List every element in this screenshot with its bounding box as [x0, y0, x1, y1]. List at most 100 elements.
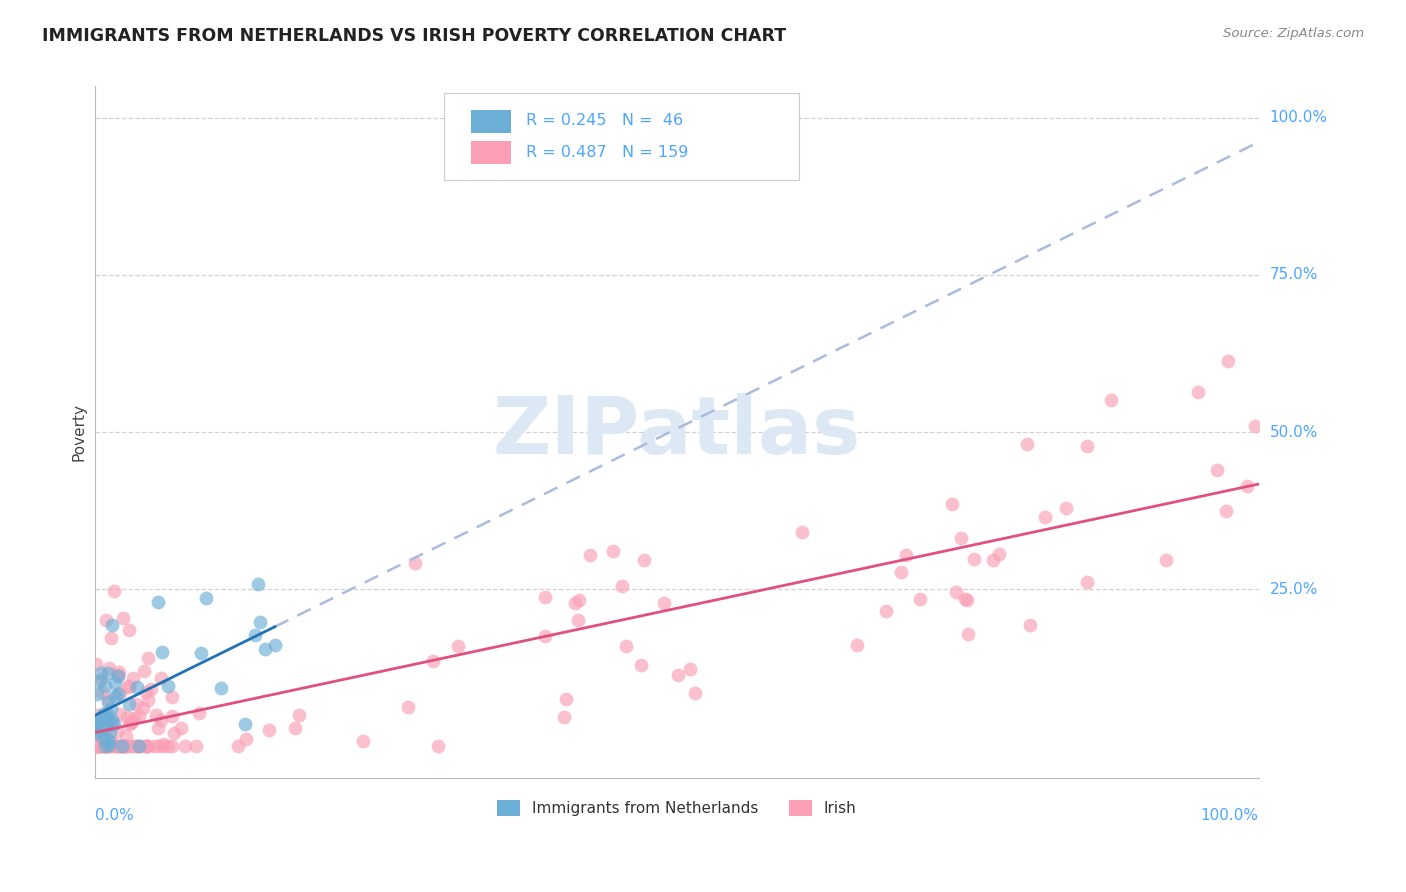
Point	[87, 739, 110, 754]
Point	[129, 739, 152, 754]
Point	[107, 669, 129, 683]
Point	[1017, 437, 1039, 451]
Point	[112, 739, 135, 754]
Point	[87, 739, 110, 754]
Point	[94, 613, 117, 627]
Point	[118, 623, 141, 637]
Point	[94, 739, 117, 754]
Text: IMMIGRANTS FROM NETHERLANDS VS IRISH POVERTY CORRELATION CHART: IMMIGRANTS FROM NETHERLANDS VS IRISH POV…	[42, 27, 786, 45]
Point	[128, 739, 150, 754]
Point	[114, 739, 136, 754]
Point	[96, 739, 118, 754]
Point	[988, 547, 1011, 561]
Point	[94, 739, 117, 754]
Point	[84, 732, 107, 747]
Point	[578, 548, 600, 562]
Point	[652, 597, 675, 611]
Point	[188, 706, 211, 720]
Text: ZIPatlas: ZIPatlas	[492, 393, 860, 471]
Point	[107, 723, 129, 738]
FancyBboxPatch shape	[444, 94, 799, 179]
Point	[93, 679, 115, 693]
Point	[132, 700, 155, 714]
Point	[955, 591, 977, 606]
Point	[86, 707, 108, 722]
Point	[235, 731, 257, 746]
Point	[97, 734, 120, 748]
Text: 100.0%: 100.0%	[1270, 111, 1327, 125]
Point	[94, 730, 117, 744]
Point	[950, 531, 973, 545]
Point	[1244, 419, 1267, 434]
Point	[103, 716, 125, 731]
Point	[233, 716, 256, 731]
Point	[94, 739, 117, 754]
Point	[908, 591, 931, 606]
Point	[94, 711, 117, 725]
Point	[101, 713, 124, 727]
Point	[148, 739, 170, 754]
Point	[145, 708, 167, 723]
Point	[284, 721, 307, 735]
Point	[101, 736, 124, 750]
Point	[108, 686, 131, 700]
Point	[89, 674, 111, 689]
Point	[125, 739, 148, 754]
Point	[567, 613, 589, 627]
Point	[612, 579, 634, 593]
Point	[96, 706, 118, 721]
Point	[98, 661, 121, 675]
Point	[121, 739, 143, 754]
Point	[259, 723, 281, 738]
Point	[84, 739, 107, 754]
Point	[152, 737, 174, 751]
Point	[97, 739, 120, 754]
Point	[405, 556, 427, 570]
Point	[86, 739, 108, 754]
Point	[101, 716, 124, 731]
Point	[91, 723, 114, 737]
Point	[98, 738, 121, 752]
FancyBboxPatch shape	[471, 110, 512, 133]
Point	[422, 654, 444, 668]
Point	[633, 553, 655, 567]
Point	[96, 721, 118, 735]
Point	[135, 739, 157, 754]
Point	[100, 631, 122, 645]
Point	[941, 497, 963, 511]
Point	[160, 708, 183, 723]
Point	[156, 679, 179, 693]
Point	[1019, 618, 1042, 632]
Point	[447, 640, 470, 654]
Point	[169, 722, 191, 736]
Point	[630, 658, 652, 673]
Point	[152, 739, 174, 754]
Point	[614, 640, 637, 654]
Point	[103, 689, 125, 703]
Point	[157, 739, 180, 754]
Point	[160, 739, 183, 754]
Point	[112, 611, 135, 625]
Text: 0.0%: 0.0%	[94, 808, 134, 823]
Text: 25.0%: 25.0%	[1270, 582, 1317, 597]
Point	[93, 739, 115, 754]
Point	[86, 724, 108, 739]
Point	[845, 639, 868, 653]
Point	[115, 729, 138, 743]
Point	[107, 668, 129, 682]
Point	[96, 693, 118, 707]
Text: 50.0%: 50.0%	[1270, 425, 1317, 440]
Point	[1218, 354, 1240, 368]
Y-axis label: Poverty: Poverty	[72, 403, 86, 461]
Point	[148, 721, 170, 735]
Point	[249, 615, 271, 630]
Point	[105, 739, 128, 754]
Point	[84, 739, 107, 754]
Point	[142, 739, 165, 754]
Point	[87, 718, 110, 732]
Point	[136, 651, 159, 665]
Point	[124, 697, 146, 711]
Point	[100, 739, 122, 754]
Point	[124, 711, 146, 725]
Point	[108, 706, 131, 721]
